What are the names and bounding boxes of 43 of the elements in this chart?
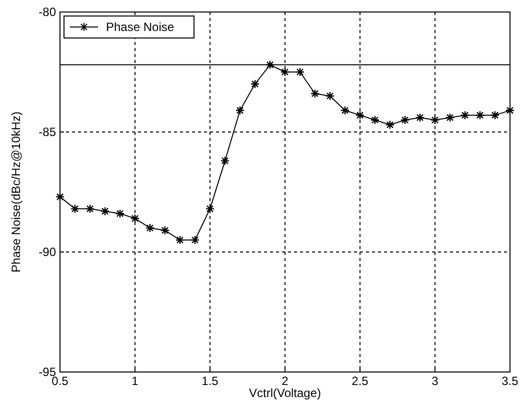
point (340, 106, 350, 115)
point (100, 206, 110, 216)
point (385, 120, 395, 130)
y-tick-label: -90 (38, 245, 56, 259)
point (235, 106, 245, 115)
x-tick-label: 3 (432, 374, 439, 388)
point (310, 89, 320, 98)
point (490, 110, 500, 120)
point (280, 67, 290, 77)
point (160, 226, 170, 235)
point (190, 235, 200, 245)
point (115, 209, 125, 218)
legend-label: Phase Noise (106, 20, 174, 34)
x-tick-label: 3.5 (502, 374, 519, 388)
point (220, 156, 230, 166)
x-tick-label: 1.5 (202, 374, 219, 388)
point (250, 79, 260, 89)
point (85, 204, 95, 214)
point (205, 204, 215, 214)
point (325, 91, 335, 101)
x-axis-title: Vctrl(Voltage) (248, 386, 322, 400)
point (130, 214, 140, 223)
y-axis-title: Phase Noise(dBc/Hz@10kHz) (9, 112, 23, 272)
point (460, 110, 470, 120)
point (415, 113, 425, 122)
point (295, 67, 305, 77)
point (145, 223, 155, 233)
point (400, 115, 410, 125)
point (265, 60, 275, 70)
y-tick-label: -85 (38, 125, 56, 139)
point (475, 110, 485, 120)
point (55, 192, 65, 202)
x-tick-label: 2 (282, 374, 289, 388)
x-tick-label: 1 (132, 374, 139, 388)
point (70, 204, 80, 214)
y-tick-label: -80 (38, 5, 56, 19)
point (175, 235, 185, 245)
point (445, 113, 455, 122)
point (505, 106, 515, 115)
point (370, 115, 380, 125)
point (430, 115, 440, 125)
x-tick-label: 2.5 (352, 374, 369, 388)
point (355, 110, 365, 120)
